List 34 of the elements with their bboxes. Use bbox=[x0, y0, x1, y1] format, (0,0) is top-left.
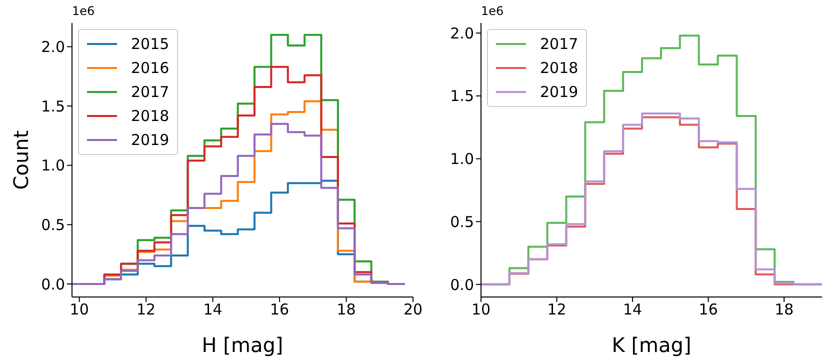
y-tick-label: 1.0 bbox=[41, 156, 65, 175]
x-tick-label: 18 bbox=[774, 300, 794, 319]
y-tick-label: 0.5 bbox=[450, 212, 474, 231]
x-tick-label: 10 bbox=[70, 300, 89, 319]
y-tick-label: 0.5 bbox=[41, 216, 65, 234]
x-tick-label: 20 bbox=[403, 300, 423, 319]
y-axis-title: Count bbox=[9, 130, 33, 190]
y-tick-label: 2.0 bbox=[450, 24, 474, 42]
legend-label: 2018 bbox=[540, 59, 578, 77]
legend-label: 2017 bbox=[131, 83, 170, 101]
legend-label: 2018 bbox=[131, 107, 170, 125]
text: 1e6 bbox=[72, 4, 95, 18]
y-tick-label: 1.5 bbox=[41, 97, 65, 116]
legend-label: 2016 bbox=[131, 59, 170, 77]
x-axis-title: H [mag] bbox=[202, 333, 284, 357]
y-tick-label: 0.0 bbox=[41, 275, 65, 294]
x-tick-label: 16 bbox=[270, 300, 290, 319]
x-tick-label: 14 bbox=[203, 300, 222, 319]
x-tick-label: 12 bbox=[136, 300, 156, 319]
y-tick-label: 1.0 bbox=[450, 150, 474, 168]
x-tick-label: 14 bbox=[623, 300, 642, 319]
y-tick-label: 2.0 bbox=[41, 38, 65, 56]
legend-label: 2019 bbox=[540, 83, 578, 101]
legend-label: 2015 bbox=[131, 35, 170, 53]
legend-label: 2019 bbox=[131, 131, 170, 149]
x-tick-label: 18 bbox=[336, 300, 356, 319]
y-tick-label: 0.0 bbox=[450, 276, 474, 294]
x-tick-label: 10 bbox=[471, 300, 491, 319]
x-tick-label: 12 bbox=[547, 300, 566, 319]
text: 1e6 bbox=[481, 4, 504, 18]
y-tick-label: 1.5 bbox=[450, 87, 474, 106]
legend-label: 2017 bbox=[540, 35, 578, 53]
x-tick-label: 16 bbox=[698, 300, 718, 319]
x-axis-title: K [mag] bbox=[612, 333, 692, 357]
